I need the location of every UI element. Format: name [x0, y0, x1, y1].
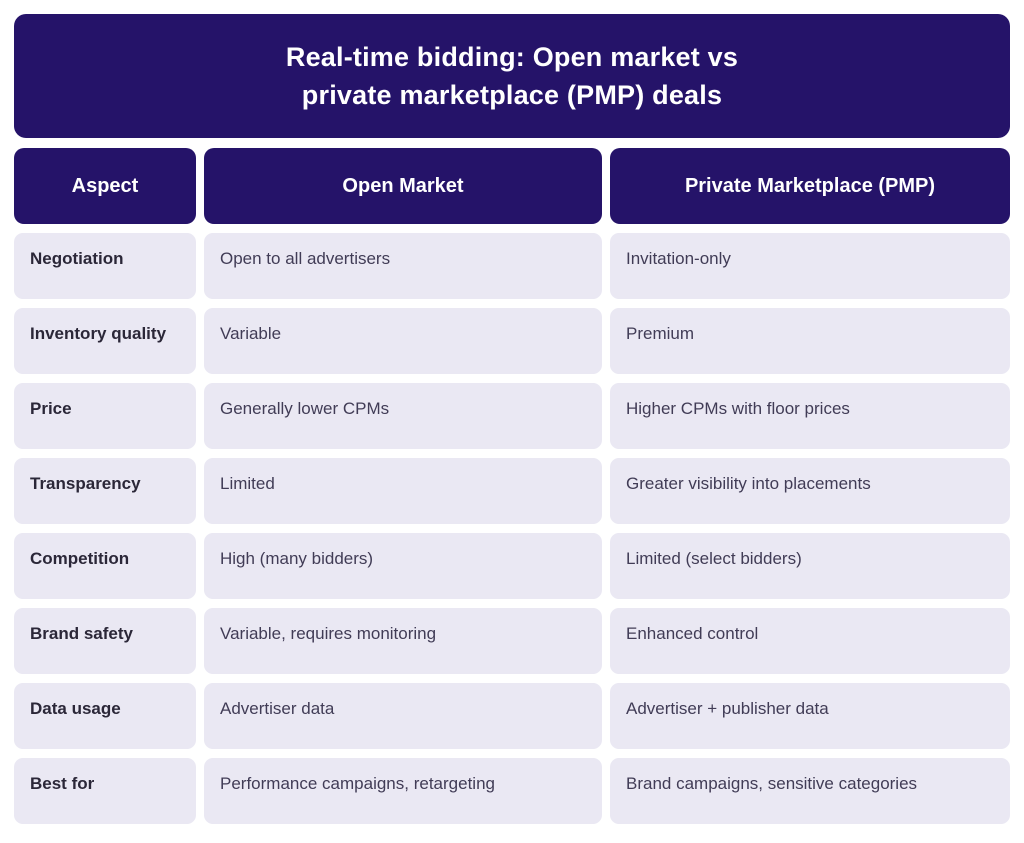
title-banner: Real-time bidding: Open market vs privat… [14, 14, 1010, 138]
pmp-cell: Higher CPMs with floor prices [610, 383, 1010, 449]
title-line-1: Real-time bidding: Open market vs [285, 42, 739, 72]
table-row: Best for Performance campaigns, retargeti… [14, 758, 1010, 824]
title-line-2: private marketplace (PMP) deals [301, 80, 723, 110]
open-market-cell: Limited [204, 458, 602, 524]
row-aspect-label: Data usage [14, 683, 196, 749]
table-row: Negotiation Open to all advertisers Invita… [14, 233, 1010, 299]
row-aspect-label: Inventory quality [14, 308, 196, 374]
column-header-open-market: Open Market [204, 148, 602, 224]
row-aspect-label: Best for [14, 758, 196, 824]
row-aspect-label: Negotiation [14, 233, 196, 299]
pmp-cell: Limited (select bidders) [610, 533, 1010, 599]
open-market-cell: Advertiser data [204, 683, 602, 749]
column-header-aspect: Aspect [14, 148, 196, 224]
column-header-pmp: Private Marketplace (PMP) [610, 148, 1010, 224]
row-aspect-label: Competition [14, 533, 196, 599]
table-row: Competition High (many bidders) Limited (s… [14, 533, 1010, 599]
table-row: Transparency Limited Greater visibility in… [14, 458, 1010, 524]
open-market-cell: High (many bidders) [204, 533, 602, 599]
row-aspect-label: Price [14, 383, 196, 449]
row-aspect-label: Transparency [14, 458, 196, 524]
pmp-cell: Greater visibility into placements [610, 458, 1010, 524]
pmp-cell: Brand campaigns, sensitive categories [610, 758, 1010, 824]
open-market-cell: Generally lower CPMs [204, 383, 602, 449]
table-row: Brand safety Variable, requires monitorin… [14, 608, 1010, 674]
pmp-cell: Advertiser + publisher data [610, 683, 1010, 749]
table-row: Price Generally lower CPMs Higher CPMs wit… [14, 383, 1010, 449]
pmp-cell: Enhanced control [610, 608, 1010, 674]
open-market-cell: Variable, requires monitoring [204, 608, 602, 674]
table-body: Negotiation Open to all advertisers Invita… [14, 233, 1010, 824]
table-row: Data usage Advertiser data Advertiser + pu… [14, 683, 1010, 749]
pmp-cell: Invitation-only [610, 233, 1010, 299]
table-row: Inventory quality Variable Premium [14, 308, 1010, 374]
row-aspect-label: Brand safety [14, 608, 196, 674]
open-market-cell: Variable [204, 308, 602, 374]
table-header-row: Aspect Open Market Private Marketplace (… [14, 148, 1010, 224]
pmp-cell: Premium [610, 308, 1010, 374]
open-market-cell: Open to all advertisers [204, 233, 602, 299]
open-market-cell: Performance campaigns, retargeting [204, 758, 602, 824]
